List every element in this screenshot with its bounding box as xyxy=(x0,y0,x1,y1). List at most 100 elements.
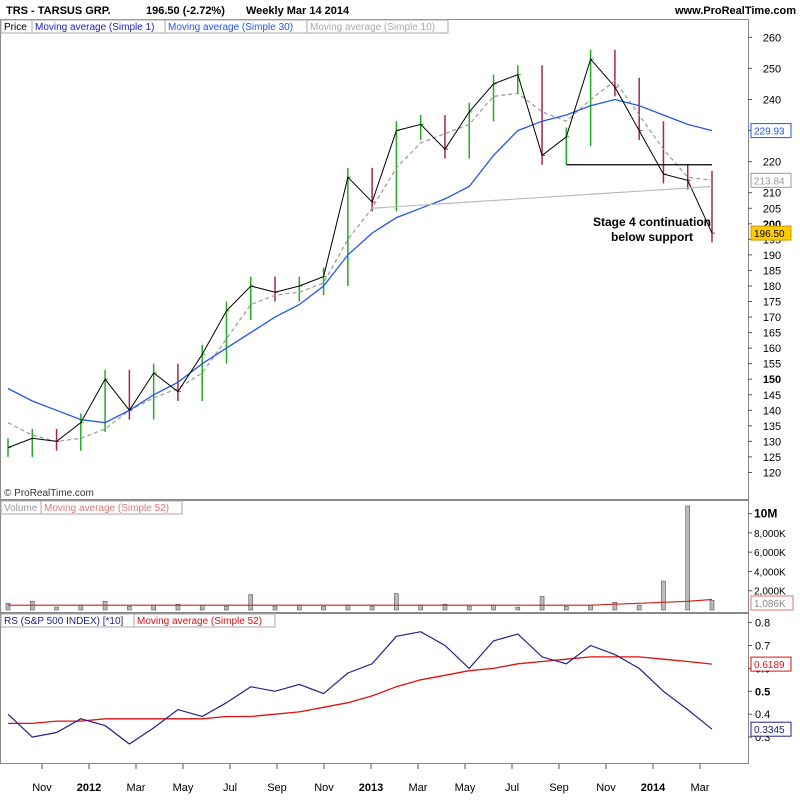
price-tick-label: 130 xyxy=(763,436,781,448)
price-tick-label: 220 xyxy=(763,157,781,169)
volume-bar xyxy=(612,601,618,611)
badge-ma10-text: 213.84 xyxy=(754,176,785,187)
x-tick-label: Mar xyxy=(691,782,710,794)
volume-bar xyxy=(442,603,448,611)
price-tick-label: 155 xyxy=(763,359,781,371)
volume-bar xyxy=(564,605,569,611)
volume-legend: Volume Moving average (Simple 52) xyxy=(0,500,183,515)
x-tick-label: 2012 xyxy=(77,782,101,794)
ma10-line xyxy=(7,79,713,443)
rs-tick-label: 0.4 xyxy=(755,709,770,721)
volume-bar xyxy=(369,605,375,611)
badge-rs: 0.3345 xyxy=(750,721,792,737)
x-tick-label: Nov xyxy=(596,782,616,794)
x-tick-label: Sep xyxy=(549,782,569,794)
volume-plot xyxy=(5,505,715,611)
x-tick-label: May xyxy=(455,782,476,794)
legend-rs: RS (S&P 500 INDEX) [*10] xyxy=(4,616,124,627)
price-tick-label: 150 xyxy=(763,374,781,386)
volume-bar xyxy=(272,605,278,611)
badge-rs-ma-text: 0.6189 xyxy=(754,660,785,671)
legend-ma10: Moving average (Simple 10) xyxy=(310,22,435,33)
period-text: Weekly Mar 14 2014 xyxy=(246,5,350,17)
badge-ma10-box xyxy=(750,172,792,188)
volume-bar xyxy=(345,604,351,611)
price-tick-label: 240 xyxy=(763,94,781,106)
badge-ma30: 229.93 xyxy=(750,123,792,139)
badge-last-text: 196.50 xyxy=(754,229,785,240)
header-bar xyxy=(0,0,800,19)
x-tick-label: Mar xyxy=(127,782,146,794)
price-panel xyxy=(0,19,749,500)
rs-tick-label: 0.8 xyxy=(755,618,770,630)
volume-tick-label: 6,000K xyxy=(754,548,786,559)
rs-tick-label: 0.7 xyxy=(755,640,770,652)
price-tick-label: 190 xyxy=(763,250,781,262)
legend-ma1: Moving average (Simple 1) xyxy=(35,22,155,33)
volume-bar xyxy=(418,604,423,611)
volume-tick-label: 4,000K xyxy=(754,567,786,578)
rs-y-axis: 0.30.40.50.60.70.8 xyxy=(748,618,770,744)
volume-bar xyxy=(661,580,666,611)
annotation-line-2: below support xyxy=(611,230,693,244)
price-tick-label: 250 xyxy=(763,63,781,75)
badge-ma30-box xyxy=(750,123,792,139)
volume-tick-label: 10M xyxy=(754,507,777,521)
price-tick-label: 260 xyxy=(763,32,781,44)
volume-ma-line xyxy=(8,598,713,606)
legend-price: Price xyxy=(4,22,27,33)
x-tick-label: 2013 xyxy=(359,782,383,794)
price-tick-label: 125 xyxy=(763,452,781,464)
price-tick-label: 120 xyxy=(763,467,781,479)
volume-bar xyxy=(321,605,326,611)
volume-bar xyxy=(54,606,59,611)
x-tick-label: Jul xyxy=(505,782,519,794)
price-tick-label: 160 xyxy=(763,343,781,355)
price-tick-label: 210 xyxy=(763,188,781,200)
price-tick-label: 180 xyxy=(763,281,781,293)
price-tick-label: 175 xyxy=(763,297,781,309)
legend-box-volume-ma xyxy=(40,500,183,515)
volume-bar xyxy=(78,604,84,611)
volume-bar xyxy=(224,605,229,611)
badge-rs-box xyxy=(750,721,792,737)
ma30-line xyxy=(7,98,713,424)
price-tick-label: 140 xyxy=(763,405,781,417)
volume-bar xyxy=(491,604,496,611)
volume-bar xyxy=(199,604,205,611)
price-tick-label: 185 xyxy=(763,265,781,277)
ma1-line xyxy=(7,58,713,449)
badge-last-box xyxy=(750,225,792,241)
volume-bar xyxy=(297,604,302,611)
volume-bar xyxy=(539,596,545,611)
badge-volume-box xyxy=(750,595,794,611)
volume-bar xyxy=(588,604,593,611)
rs-panel xyxy=(0,613,749,764)
x-tick-label: May xyxy=(173,782,194,794)
volume-bar xyxy=(5,602,11,611)
volume-bar xyxy=(709,600,715,611)
badge-rs-ma-box xyxy=(750,656,792,672)
legend-rs-ma: Moving average (Simple 52) xyxy=(137,616,262,627)
badge-ma10: 213.84 xyxy=(750,172,792,188)
last-price-text: 196.50 (-2.72%) xyxy=(146,5,225,17)
x-tick-label: Mar xyxy=(409,782,428,794)
volume-bar xyxy=(248,594,254,611)
legend-box-ma10 xyxy=(306,19,449,34)
volume-panel xyxy=(0,500,749,613)
price-tick-label: 145 xyxy=(763,390,781,402)
volume-tick-label: 2,000K xyxy=(754,587,786,598)
price-tick-label: 170 xyxy=(763,312,781,324)
price-plot xyxy=(7,49,715,457)
badge-rs-ma: 0.6189 xyxy=(750,656,792,672)
x-tick-label: 2014 xyxy=(641,782,666,794)
rs-line xyxy=(7,631,713,745)
symbol-text: TRS - TARSUS GRP. xyxy=(6,5,111,17)
x-tick-label: Jul xyxy=(223,782,237,794)
site-text: www.ProRealTime.com xyxy=(674,5,796,17)
badge-volume-text: 1,086K xyxy=(754,599,786,610)
volume-bar xyxy=(175,603,181,611)
volume-y-axis: 10M 8,000K 6,000K 4,000K 2,000K xyxy=(748,507,786,598)
